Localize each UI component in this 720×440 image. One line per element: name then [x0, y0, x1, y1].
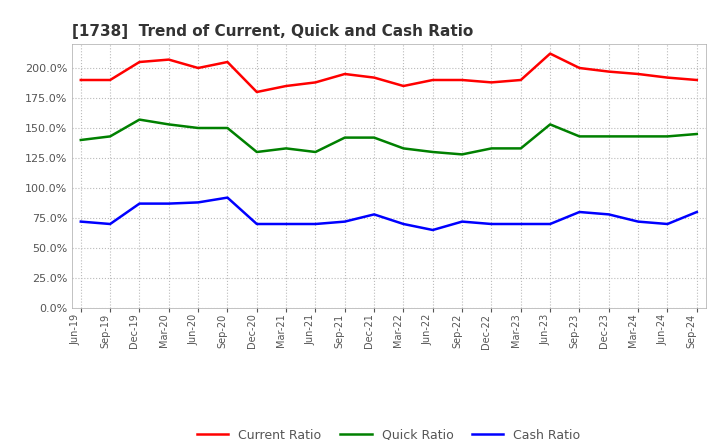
Quick Ratio	[458, 152, 467, 157]
Quick Ratio	[487, 146, 496, 151]
Current Ratio	[106, 77, 114, 83]
Quick Ratio	[76, 137, 85, 143]
Current Ratio	[76, 77, 85, 83]
Cash Ratio	[605, 212, 613, 217]
Current Ratio	[546, 51, 554, 56]
Current Ratio	[399, 83, 408, 88]
Quick Ratio	[693, 132, 701, 137]
Quick Ratio	[341, 135, 349, 140]
Cash Ratio	[223, 195, 232, 200]
Quick Ratio	[575, 134, 584, 139]
Cash Ratio	[370, 212, 379, 217]
Cash Ratio	[516, 221, 525, 227]
Cash Ratio	[575, 209, 584, 215]
Current Ratio	[428, 77, 437, 83]
Cash Ratio	[487, 221, 496, 227]
Quick Ratio	[164, 122, 173, 127]
Current Ratio	[253, 89, 261, 95]
Line: Cash Ratio: Cash Ratio	[81, 198, 697, 230]
Current Ratio	[282, 83, 290, 88]
Current Ratio	[311, 80, 320, 85]
Current Ratio	[458, 77, 467, 83]
Cash Ratio	[76, 219, 85, 224]
Current Ratio	[194, 66, 202, 71]
Cash Ratio	[693, 209, 701, 215]
Cash Ratio	[135, 201, 144, 206]
Quick Ratio	[634, 134, 642, 139]
Quick Ratio	[546, 122, 554, 127]
Current Ratio	[663, 75, 672, 80]
Quick Ratio	[605, 134, 613, 139]
Text: [1738]  Trend of Current, Quick and Cash Ratio: [1738] Trend of Current, Quick and Cash …	[72, 24, 473, 39]
Quick Ratio	[516, 146, 525, 151]
Current Ratio	[487, 80, 496, 85]
Current Ratio	[341, 71, 349, 77]
Cash Ratio	[311, 221, 320, 227]
Quick Ratio	[282, 146, 290, 151]
Cash Ratio	[282, 221, 290, 227]
Current Ratio	[605, 69, 613, 74]
Quick Ratio	[428, 149, 437, 154]
Line: Quick Ratio: Quick Ratio	[81, 120, 697, 154]
Cash Ratio	[458, 219, 467, 224]
Quick Ratio	[106, 134, 114, 139]
Quick Ratio	[399, 146, 408, 151]
Current Ratio	[370, 75, 379, 80]
Current Ratio	[164, 57, 173, 62]
Quick Ratio	[194, 125, 202, 131]
Cash Ratio	[164, 201, 173, 206]
Quick Ratio	[370, 135, 379, 140]
Quick Ratio	[223, 125, 232, 131]
Cash Ratio	[634, 219, 642, 224]
Cash Ratio	[663, 221, 672, 227]
Quick Ratio	[311, 149, 320, 154]
Cash Ratio	[546, 221, 554, 227]
Cash Ratio	[106, 221, 114, 227]
Quick Ratio	[253, 149, 261, 154]
Quick Ratio	[135, 117, 144, 122]
Current Ratio	[634, 71, 642, 77]
Current Ratio	[223, 59, 232, 65]
Current Ratio	[135, 59, 144, 65]
Cash Ratio	[194, 200, 202, 205]
Cash Ratio	[341, 219, 349, 224]
Cash Ratio	[428, 227, 437, 233]
Current Ratio	[693, 77, 701, 83]
Current Ratio	[575, 66, 584, 71]
Cash Ratio	[399, 221, 408, 227]
Line: Current Ratio: Current Ratio	[81, 54, 697, 92]
Current Ratio	[516, 77, 525, 83]
Legend: Current Ratio, Quick Ratio, Cash Ratio: Current Ratio, Quick Ratio, Cash Ratio	[192, 424, 585, 440]
Cash Ratio	[253, 221, 261, 227]
Quick Ratio	[663, 134, 672, 139]
